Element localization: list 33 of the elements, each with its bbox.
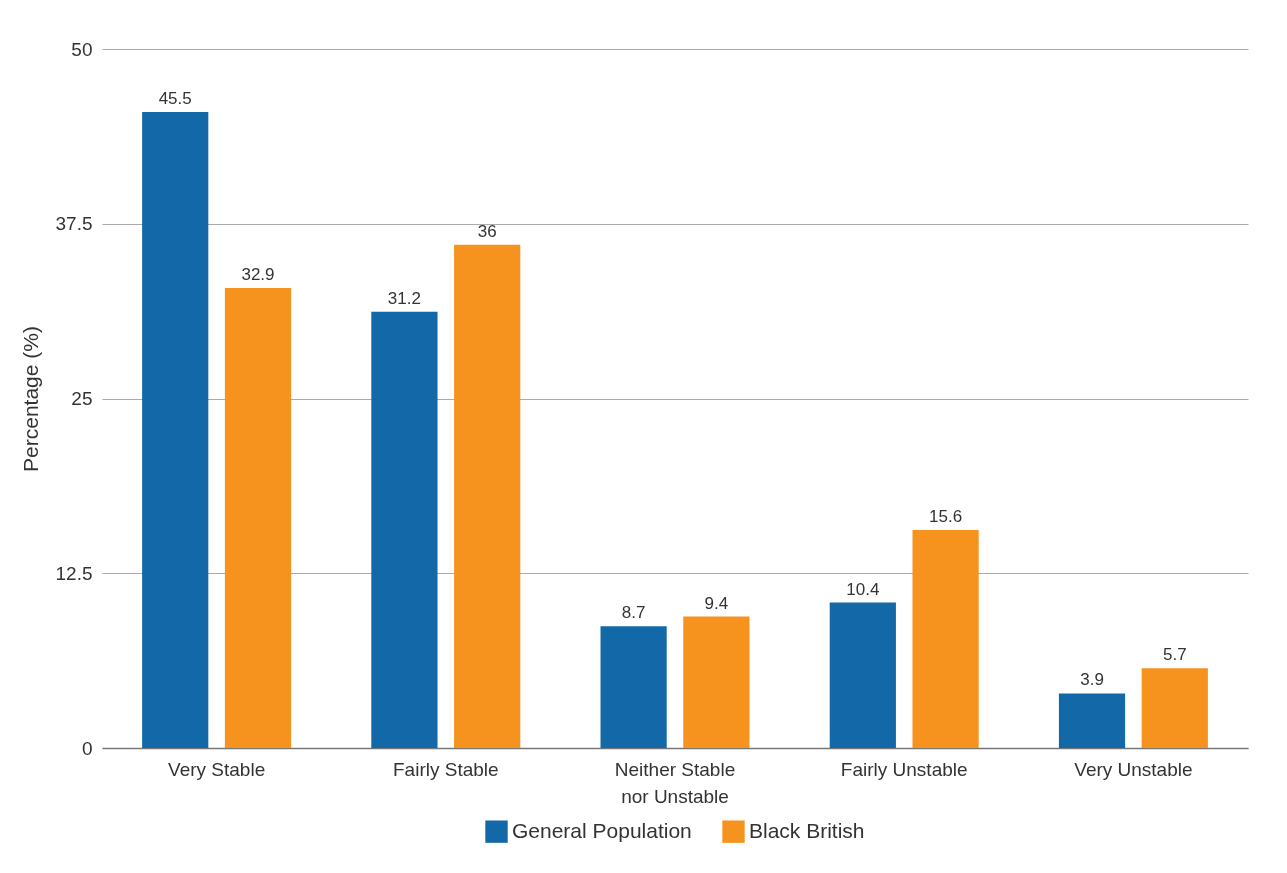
bar [683, 616, 750, 748]
y-tick-label: 37.5 [55, 213, 93, 235]
y-axis-title: Percentage (%) [18, 326, 42, 472]
data-label: 5.7 [1162, 645, 1187, 665]
bar [912, 529, 979, 748]
bar [1058, 693, 1126, 748]
bar [829, 602, 896, 748]
data-label: 32.9 [241, 265, 275, 285]
data-label: 8.7 [621, 603, 646, 623]
legend-label: General Population [512, 818, 692, 842]
x-tick-label: Neither Stable nor Unstable [614, 758, 736, 807]
y-tick-label: 0 [81, 737, 93, 759]
x-tick-label: Fairly Unstable [840, 758, 968, 780]
data-label: 10.4 [846, 579, 880, 599]
bar [454, 244, 521, 748]
data-label: 36 [477, 221, 497, 241]
x-tick-label: Fairly Stable [393, 758, 499, 780]
legend-label: Black British [749, 818, 865, 842]
bar [600, 626, 667, 748]
data-label: 31.2 [387, 288, 421, 308]
data-label: 15.6 [929, 506, 963, 526]
x-tick-label: Very Unstable [1074, 758, 1193, 780]
y-tick-label: 50 [71, 38, 93, 60]
bar [224, 288, 292, 748]
data-label: 45.5 [158, 88, 192, 108]
bar [371, 311, 438, 748]
bar [142, 111, 209, 748]
data-label: 9.4 [704, 593, 729, 613]
data-label: 3.9 [1080, 670, 1104, 690]
bar [1141, 668, 1208, 748]
y-tick-label: 12.5 [55, 562, 93, 584]
y-tick-label: 25 [71, 388, 93, 409]
x-tick-label: Very Stable [168, 758, 266, 780]
